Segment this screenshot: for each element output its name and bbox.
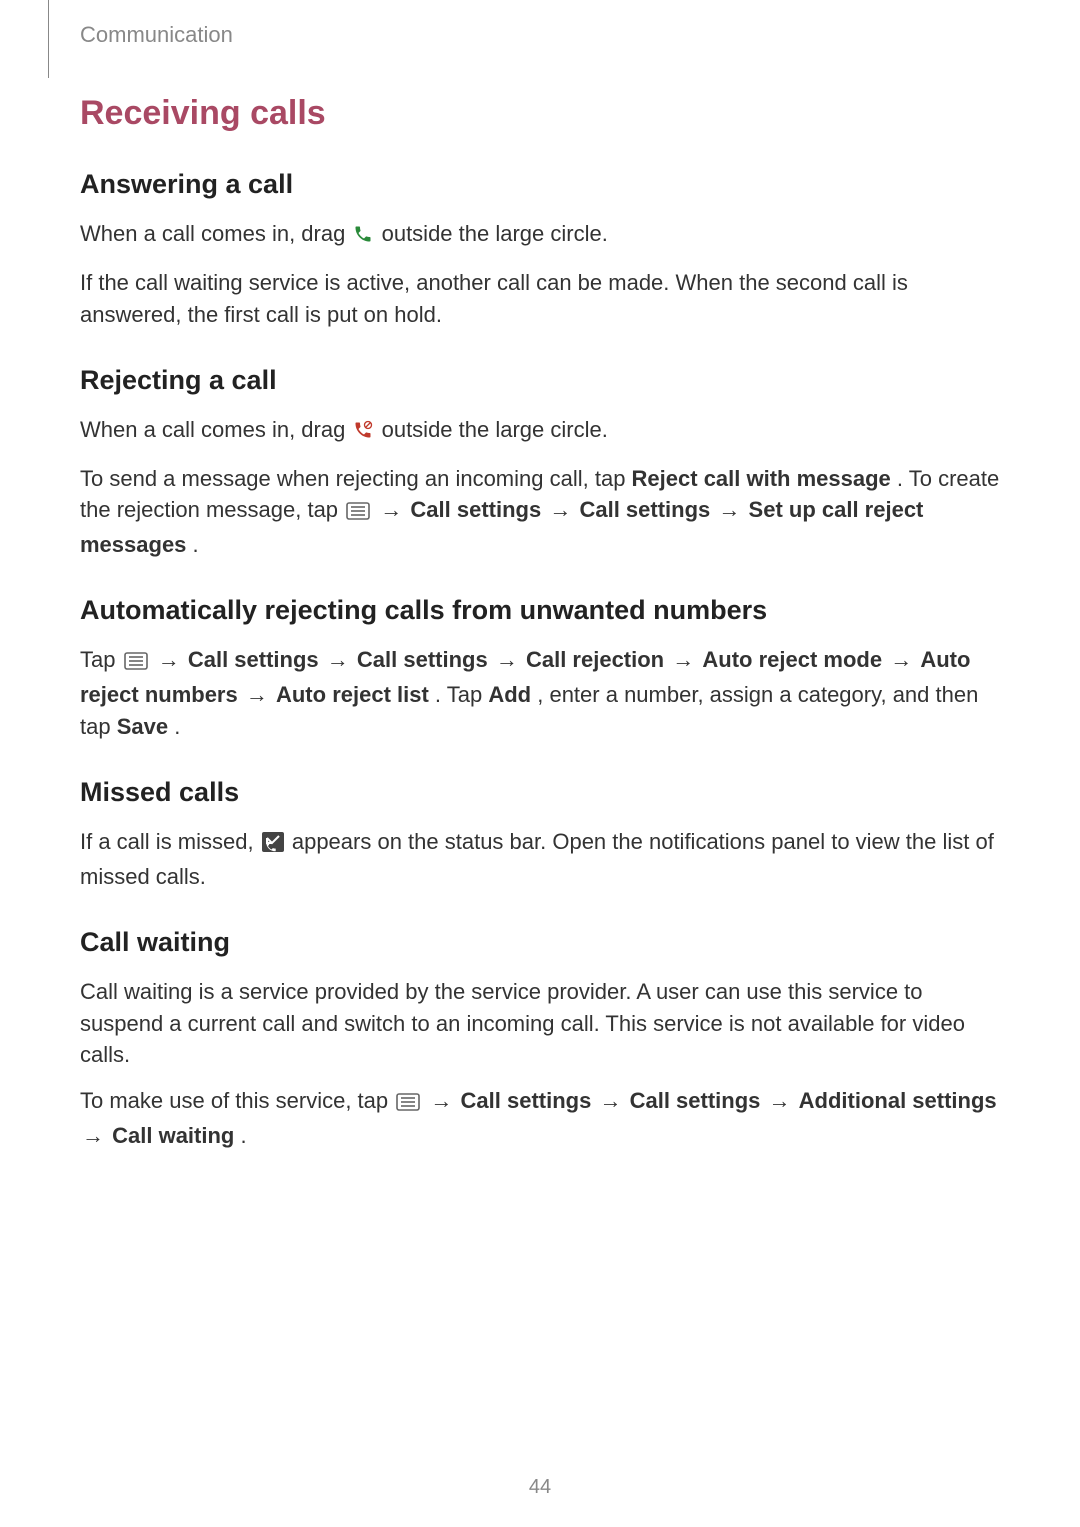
arrow: → xyxy=(599,1088,627,1113)
subhead-rejecting: Rejecting a call xyxy=(80,365,1002,396)
menu-icon xyxy=(124,647,148,679)
label: Call settings xyxy=(630,1088,761,1113)
text: outside the large circle. xyxy=(382,221,608,246)
arrow: → xyxy=(82,1123,110,1148)
label: Call settings xyxy=(410,497,541,522)
text: When a call comes in, drag xyxy=(80,417,351,442)
para-call-waiting-note: If the call waiting service is active, a… xyxy=(80,267,1002,331)
label: Save xyxy=(117,714,168,739)
arrow: → xyxy=(672,647,700,672)
phone-reject-icon xyxy=(353,417,373,449)
arrow: → xyxy=(327,647,355,672)
label: Auto reject mode xyxy=(702,647,882,672)
subhead-missed: Missed calls xyxy=(80,777,1002,808)
label: Call settings xyxy=(188,647,319,672)
phone-answer-icon xyxy=(353,221,373,253)
arrow: → xyxy=(718,497,746,522)
arrow: → xyxy=(380,497,408,522)
text: . xyxy=(174,714,180,739)
text: To make use of this service, tap xyxy=(80,1088,394,1113)
text: To send a message when rejecting an inco… xyxy=(80,466,632,491)
arrow: → xyxy=(246,682,274,707)
label: Additional settings xyxy=(799,1088,997,1113)
arrow: → xyxy=(158,647,186,672)
arrow: → xyxy=(549,497,577,522)
label: Call settings xyxy=(579,497,710,522)
text: outside the large circle. xyxy=(382,417,608,442)
subhead-call-waiting: Call waiting xyxy=(80,927,1002,958)
para-auto-reject: Tap → Call settings → Call settings → Ca… xyxy=(80,644,1002,743)
text: . xyxy=(193,532,199,557)
arrow: → xyxy=(496,647,524,672)
section-title: Receiving calls xyxy=(80,94,1002,133)
arrow: → xyxy=(890,647,918,672)
arrow: → xyxy=(769,1088,797,1113)
menu-icon xyxy=(396,1088,420,1120)
label: Call settings xyxy=(461,1088,592,1113)
label: Call settings xyxy=(357,647,488,672)
para-reject-drag: When a call comes in, drag outside the l… xyxy=(80,414,1002,449)
arrow: → xyxy=(430,1088,458,1113)
page-content: Communication Receiving calls Answering … xyxy=(0,0,1080,1152)
menu-icon xyxy=(346,497,370,529)
para-call-waiting-desc: Call waiting is a service provided by th… xyxy=(80,976,1002,1072)
margin-rule xyxy=(48,0,49,78)
subhead-answering: Answering a call xyxy=(80,169,1002,200)
para-missed: If a call is missed, appears on the stat… xyxy=(80,826,1002,893)
text: If a call is missed, xyxy=(80,829,260,854)
label: Add xyxy=(488,682,531,707)
subhead-auto-reject: Automatically rejecting calls from unwan… xyxy=(80,595,1002,626)
label: Reject call with message xyxy=(632,466,891,491)
text: . xyxy=(241,1123,247,1148)
text: . Tap xyxy=(435,682,488,707)
label: Call waiting xyxy=(112,1123,234,1148)
text: Tap xyxy=(80,647,122,672)
missed-call-icon xyxy=(262,829,284,861)
para-answer-drag: When a call comes in, drag outside the l… xyxy=(80,218,1002,253)
page-number: 44 xyxy=(0,1476,1080,1499)
label: Auto reject list xyxy=(276,682,429,707)
label: Call rejection xyxy=(526,647,664,672)
text: When a call comes in, drag xyxy=(80,221,351,246)
breadcrumb: Communication xyxy=(80,22,1002,48)
para-call-waiting-path: To make use of this service, tap → Call … xyxy=(80,1085,1002,1152)
para-reject-message: To send a message when rejecting an inco… xyxy=(80,463,1002,562)
